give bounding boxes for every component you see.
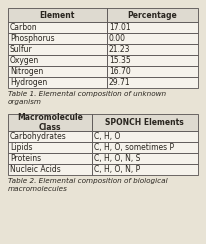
Text: Carbon: Carbon — [10, 23, 38, 32]
Text: Carbohydrates: Carbohydrates — [10, 132, 67, 141]
Text: 21.23: 21.23 — [109, 45, 130, 54]
Text: SPONCH Elements: SPONCH Elements — [105, 118, 184, 127]
Text: 29.71: 29.71 — [109, 78, 130, 87]
Text: Element: Element — [40, 10, 75, 20]
Bar — [8, 8, 107, 22]
Bar — [107, 44, 198, 55]
Text: C, H, O: C, H, O — [94, 132, 120, 141]
Bar — [8, 33, 107, 44]
Text: 17.01: 17.01 — [109, 23, 130, 32]
Bar — [8, 77, 107, 88]
Text: Phosphorus: Phosphorus — [10, 34, 55, 43]
Text: Nucleic Acids: Nucleic Acids — [10, 165, 61, 174]
Bar — [8, 114, 92, 131]
Bar — [8, 66, 107, 77]
Text: Lipids: Lipids — [10, 143, 33, 152]
Bar — [107, 77, 198, 88]
Bar — [8, 153, 92, 164]
Bar — [8, 142, 92, 153]
Bar — [8, 55, 107, 66]
Text: Percentage: Percentage — [128, 10, 177, 20]
Text: C, H, O, N, S: C, H, O, N, S — [94, 154, 140, 163]
Text: 16.70: 16.70 — [109, 67, 131, 76]
Text: Nitrogen: Nitrogen — [10, 67, 43, 76]
Bar — [107, 55, 198, 66]
Text: Macromolecule
Class: Macromolecule Class — [17, 113, 83, 132]
Bar — [107, 66, 198, 77]
Text: Proteins: Proteins — [10, 154, 41, 163]
Bar — [92, 142, 198, 153]
Text: 15.35: 15.35 — [109, 56, 131, 65]
Bar — [8, 22, 107, 33]
Bar — [92, 153, 198, 164]
Bar — [107, 22, 198, 33]
Bar — [8, 164, 92, 175]
Bar — [92, 114, 198, 131]
Text: 0.00: 0.00 — [109, 34, 126, 43]
Bar — [107, 33, 198, 44]
Bar — [107, 8, 198, 22]
Bar — [92, 131, 198, 142]
Text: Sulfur: Sulfur — [10, 45, 33, 54]
Text: Oxygen: Oxygen — [10, 56, 39, 65]
Text: Table 2. Elemental composition of biological
macromolecules: Table 2. Elemental composition of biolog… — [8, 178, 168, 192]
Bar — [92, 164, 198, 175]
Text: Hydrogen: Hydrogen — [10, 78, 47, 87]
Bar — [8, 131, 92, 142]
Text: C, H, O, N, P: C, H, O, N, P — [94, 165, 140, 174]
Text: C, H, O, sometimes P: C, H, O, sometimes P — [94, 143, 174, 152]
Bar — [8, 44, 107, 55]
Text: Table 1. Elemental composition of unknown
organism: Table 1. Elemental composition of unknow… — [8, 91, 166, 105]
